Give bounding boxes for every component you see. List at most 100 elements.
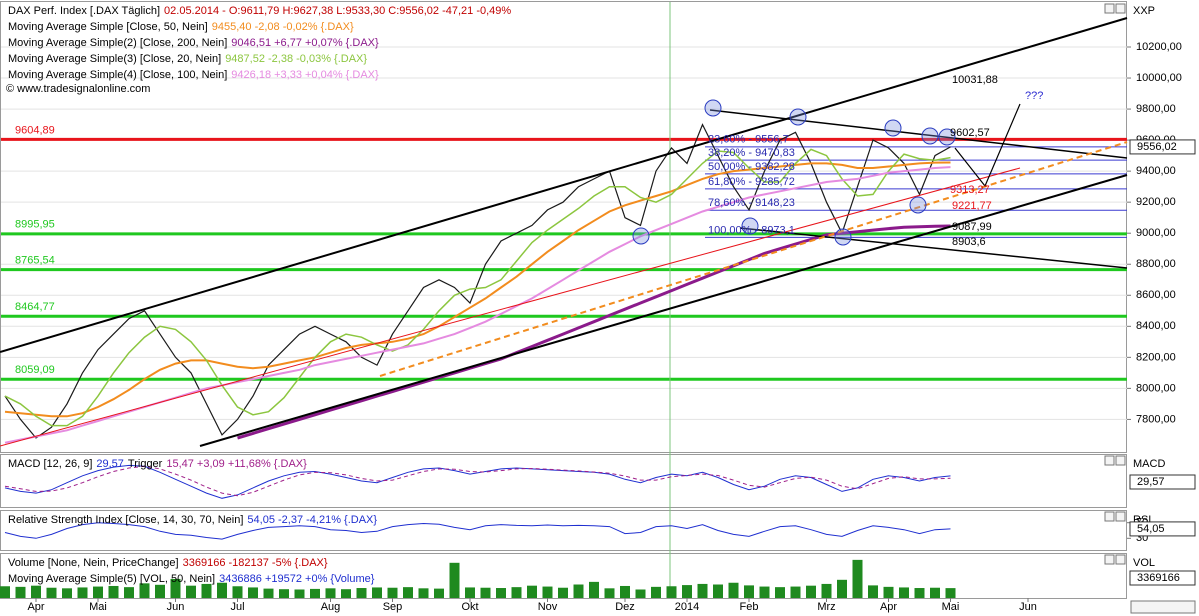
volume-bar	[62, 588, 72, 598]
pivot	[741, 217, 759, 235]
pivot	[789, 108, 807, 126]
volume-bar	[651, 586, 661, 598]
volume-bar	[790, 586, 801, 598]
fibonacci-label: 50,00% - 9382,28	[708, 161, 795, 173]
y-tick-label: 10200,00	[1136, 41, 1182, 53]
fibonacci-label: 78,60% - 9148,23	[708, 197, 795, 209]
volume-bar	[170, 578, 181, 598]
volume-bar	[496, 588, 506, 598]
annotation: 8903,6	[952, 236, 986, 248]
panel-button[interactable]	[1104, 455, 1115, 466]
x-tick-label: Sep	[383, 601, 403, 613]
red-trend	[0, 167, 1021, 447]
panel-button[interactable]	[1104, 511, 1115, 522]
panel-button[interactable]	[1115, 511, 1126, 522]
volume-bar	[666, 586, 677, 598]
panel-button[interactable]	[1115, 3, 1126, 14]
last-value-box	[1129, 139, 1196, 155]
panel-header: Relative Strength Index [Close, 14, 30, …	[8, 514, 377, 526]
legend-name: Volume [None, Nein, PriceChange]	[8, 557, 179, 569]
y-tick-label: 7800,00	[1136, 413, 1176, 425]
legend-info: 9487,52 -2,38 -0,03% {.DAX}	[225, 53, 367, 65]
legend-name: DAX Perf. Index [.DAX Täglich]	[8, 5, 160, 17]
volume-bar	[232, 586, 243, 598]
volume-bar	[93, 586, 103, 598]
volume-bar	[248, 587, 258, 598]
legend-name: Moving Average Simple [Close, 50, Nein]	[8, 21, 208, 33]
pivot	[938, 128, 956, 146]
x-tick-label: Okt	[461, 601, 478, 613]
volume-bar	[15, 586, 26, 598]
legend-name: Moving Average Simple(3) [Close, 20, Nei…	[8, 53, 221, 65]
x-tick-label: Aug	[321, 601, 341, 613]
volume-bar	[387, 587, 398, 598]
legend-info: 02.05.2014 - O:9611,79 H:9627,38 L:9533,…	[164, 5, 511, 17]
annotation: 9221,77	[952, 200, 992, 212]
level-label: 8995,95	[15, 219, 55, 231]
volume-bar	[868, 585, 878, 598]
volume-bar	[372, 587, 382, 598]
pivot	[921, 127, 939, 145]
legend-name: MACD [12, 26, 9]	[8, 458, 92, 470]
panel-header: MACD [12, 26, 9] 29,57 Trigger 15,47 +3,09 …	[8, 458, 307, 470]
volume-bar	[682, 585, 692, 598]
last-value-box	[1129, 474, 1196, 490]
volume-bar	[139, 583, 150, 598]
annotation: 10031,88	[952, 74, 998, 86]
axis-title: XXP	[1133, 5, 1155, 17]
panel-button[interactable]	[1115, 554, 1126, 565]
volume-bar	[899, 587, 909, 598]
volume-bar	[806, 585, 816, 598]
volume-bar	[759, 586, 770, 598]
volume-bar	[155, 584, 165, 598]
legend-name: Moving Average Simple(2) [Close, 200, Ne…	[8, 37, 227, 49]
volume-bar	[511, 587, 522, 598]
level-label: 8464,77	[15, 301, 55, 313]
panel-header: Moving Average Simple(2) [Close, 200, Ne…	[8, 37, 379, 49]
volume-bar	[542, 586, 553, 598]
panel-header: Moving Average Simple(3) [Close, 20, Nei…	[8, 53, 367, 65]
annotation: ???	[1025, 90, 1043, 102]
volume-bar	[341, 589, 351, 598]
volume-bar	[356, 588, 367, 598]
legend-info: 9455,40 -2,08 -0,02% {.DAX}	[212, 21, 354, 33]
series-line	[4, 465, 951, 497]
volume-bar	[325, 588, 336, 598]
panel-header: Volume [None, Nein, PriceChange] 3369166 …	[8, 557, 328, 569]
scroll-controls[interactable]	[1130, 600, 1196, 614]
x-tick-label: Jul	[230, 601, 244, 613]
x-tick-label: Feb	[740, 601, 759, 613]
y-tick-label: 9400,00	[1136, 165, 1176, 177]
pivot	[632, 227, 650, 245]
pivot-circles	[632, 99, 956, 246]
x-tick-label: 2014	[675, 601, 699, 613]
series-line	[4, 522, 951, 540]
volume-bar	[124, 587, 134, 598]
panel-button[interactable]	[1104, 554, 1115, 565]
x-tick-label: Nov	[538, 601, 558, 613]
legend-name: Moving Average Simple(4) [Close, 100, Ne…	[8, 69, 227, 81]
panel-button[interactable]	[1104, 3, 1115, 14]
volume-bar	[558, 587, 568, 598]
x-tick-label: Mai	[942, 601, 960, 613]
x-tick-label: Apr	[880, 601, 897, 613]
volume-bar	[945, 588, 956, 598]
fibonacci-label: 23,60% - 9556,7	[708, 134, 789, 146]
axis-title: MACD	[1133, 458, 1165, 470]
last-value: 9556,02	[1137, 141, 1177, 153]
volume-bar	[434, 588, 444, 598]
last-value-box	[1129, 521, 1196, 537]
last-value: 29,57	[1137, 476, 1165, 488]
x-tick-label: Mai	[89, 601, 107, 613]
x-tick-label: Dez	[615, 601, 635, 613]
y-tick-label: 10000,00	[1136, 72, 1182, 84]
last-value-box	[1129, 570, 1196, 586]
volume-bar	[604, 588, 615, 598]
volume-bar	[837, 579, 847, 598]
volume-bar	[573, 584, 584, 598]
series-line	[4, 148, 951, 427]
text-layer: 7800,00 8000,00 8200,00 8400,00 8600,00 8800,…	[6, 5, 1196, 613]
panel-button[interactable]	[1115, 455, 1126, 466]
volume-bar	[31, 585, 41, 598]
volume-bar	[713, 584, 723, 598]
